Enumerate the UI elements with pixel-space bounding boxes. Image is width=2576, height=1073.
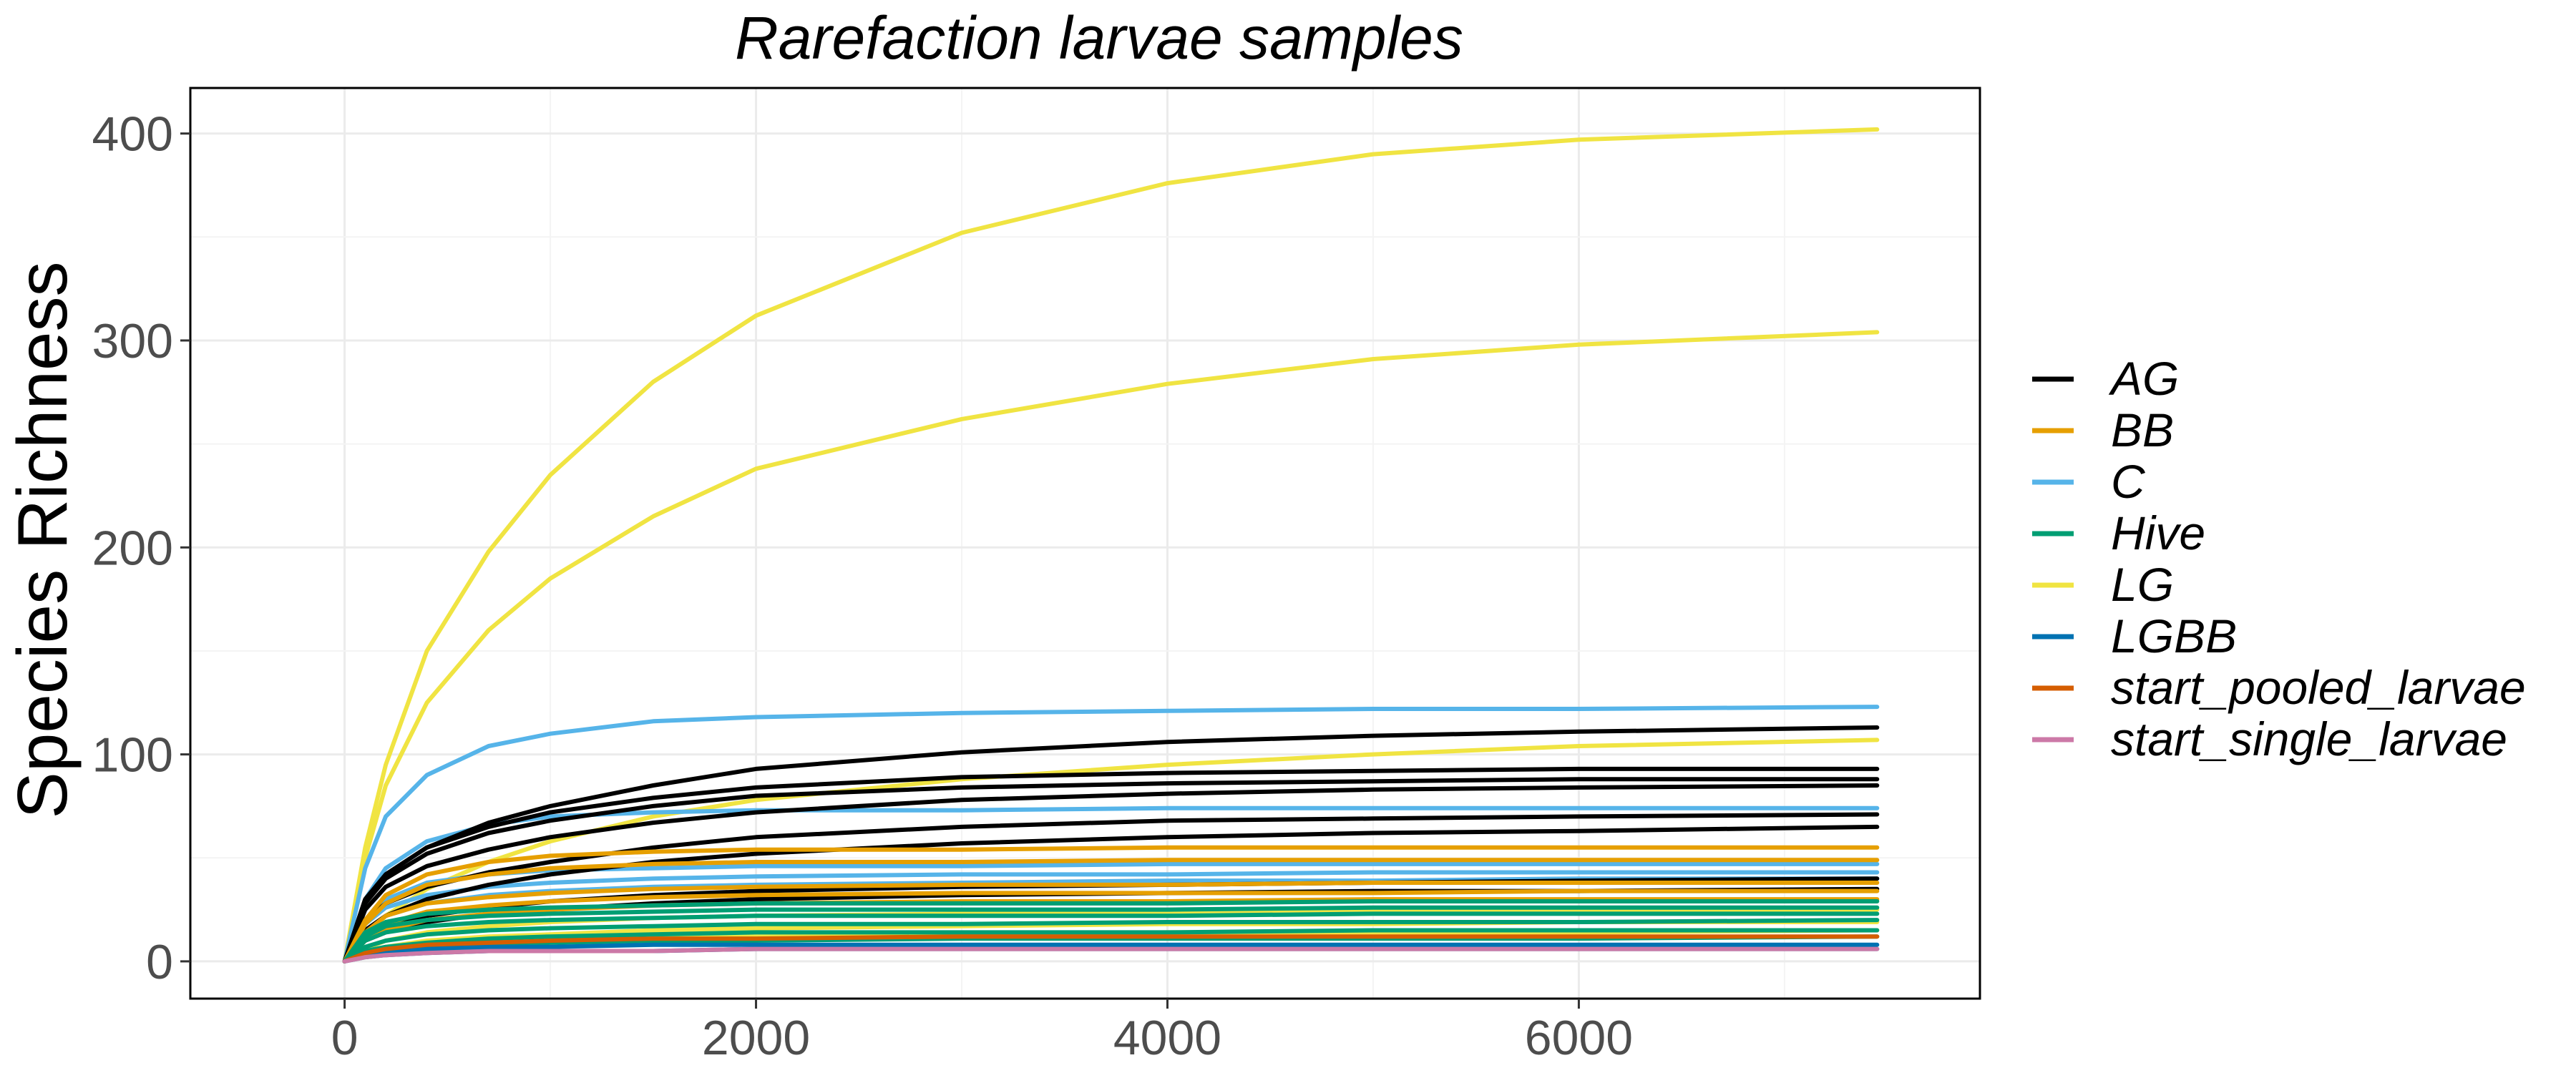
series-line-bb-19 bbox=[342, 845, 1880, 964]
y-tick-label: 0 bbox=[146, 935, 173, 989]
series-line-lg-1 bbox=[342, 330, 1880, 964]
series-line-ag-14 bbox=[342, 783, 1880, 964]
series-line-hive-25 bbox=[342, 905, 1880, 964]
grid-lines bbox=[190, 88, 1980, 999]
series-line-bb-20 bbox=[342, 858, 1880, 964]
y-tick-label: 300 bbox=[92, 314, 173, 368]
legend-label-ag: AG bbox=[2108, 352, 2179, 405]
x-tick-label: 2000 bbox=[702, 1011, 810, 1065]
series-line-start-pooled-larvae-32 bbox=[342, 934, 1880, 964]
series-line-c-8 bbox=[342, 861, 1880, 964]
series-line-start-single-larvae-33 bbox=[342, 946, 1880, 964]
series-line-ag-13 bbox=[342, 777, 1880, 964]
series-line-c-7 bbox=[342, 805, 1880, 964]
y-axis-label: Species Richness bbox=[3, 262, 82, 819]
x-tick-label: 0 bbox=[331, 1011, 358, 1065]
x-tick-label: 6000 bbox=[1525, 1011, 1633, 1065]
y-tick-label: 100 bbox=[92, 728, 173, 783]
legend-label-start-single-larvae: start_single_larvae bbox=[2111, 712, 2507, 765]
legend-label-start-pooled-larvae: start_pooled_larvae bbox=[2111, 661, 2526, 714]
series-line-hive-26 bbox=[342, 911, 1880, 964]
x-tick-label: 4000 bbox=[1113, 1011, 1221, 1065]
plot-panel-border bbox=[189, 87, 1981, 1000]
series-lines bbox=[342, 127, 1880, 964]
legend-label-lg: LG bbox=[2111, 558, 2174, 611]
series-line-lg-0 bbox=[342, 127, 1880, 964]
series-line-hive-24 bbox=[342, 899, 1880, 964]
series-line-c-6 bbox=[342, 705, 1880, 964]
series-line-c-9 bbox=[342, 870, 1880, 964]
legend-label-hive: Hive bbox=[2111, 506, 2205, 559]
series-line-ag-12 bbox=[342, 766, 1880, 964]
legend: AGBBCHiveLGLGBBstart_pooled_larvaestart_… bbox=[2032, 352, 2526, 765]
series-line-bb-21 bbox=[342, 881, 1880, 964]
legend-label-lgbb: LGBB bbox=[2111, 609, 2237, 662]
legend-label-bb: BB bbox=[2111, 403, 2174, 456]
chart-title: Rarefaction larvae samples bbox=[735, 4, 1463, 72]
x-axis-ticks: 0 2000 4000 6000 bbox=[331, 999, 1633, 1065]
y-tick-label: 400 bbox=[92, 107, 173, 162]
series-line-hive-27 bbox=[342, 918, 1880, 964]
y-axis-ticks: 0 100 200 300 400 bbox=[92, 107, 190, 989]
y-tick-label: 200 bbox=[92, 521, 173, 575]
legend-label-c: C bbox=[2111, 455, 2146, 508]
